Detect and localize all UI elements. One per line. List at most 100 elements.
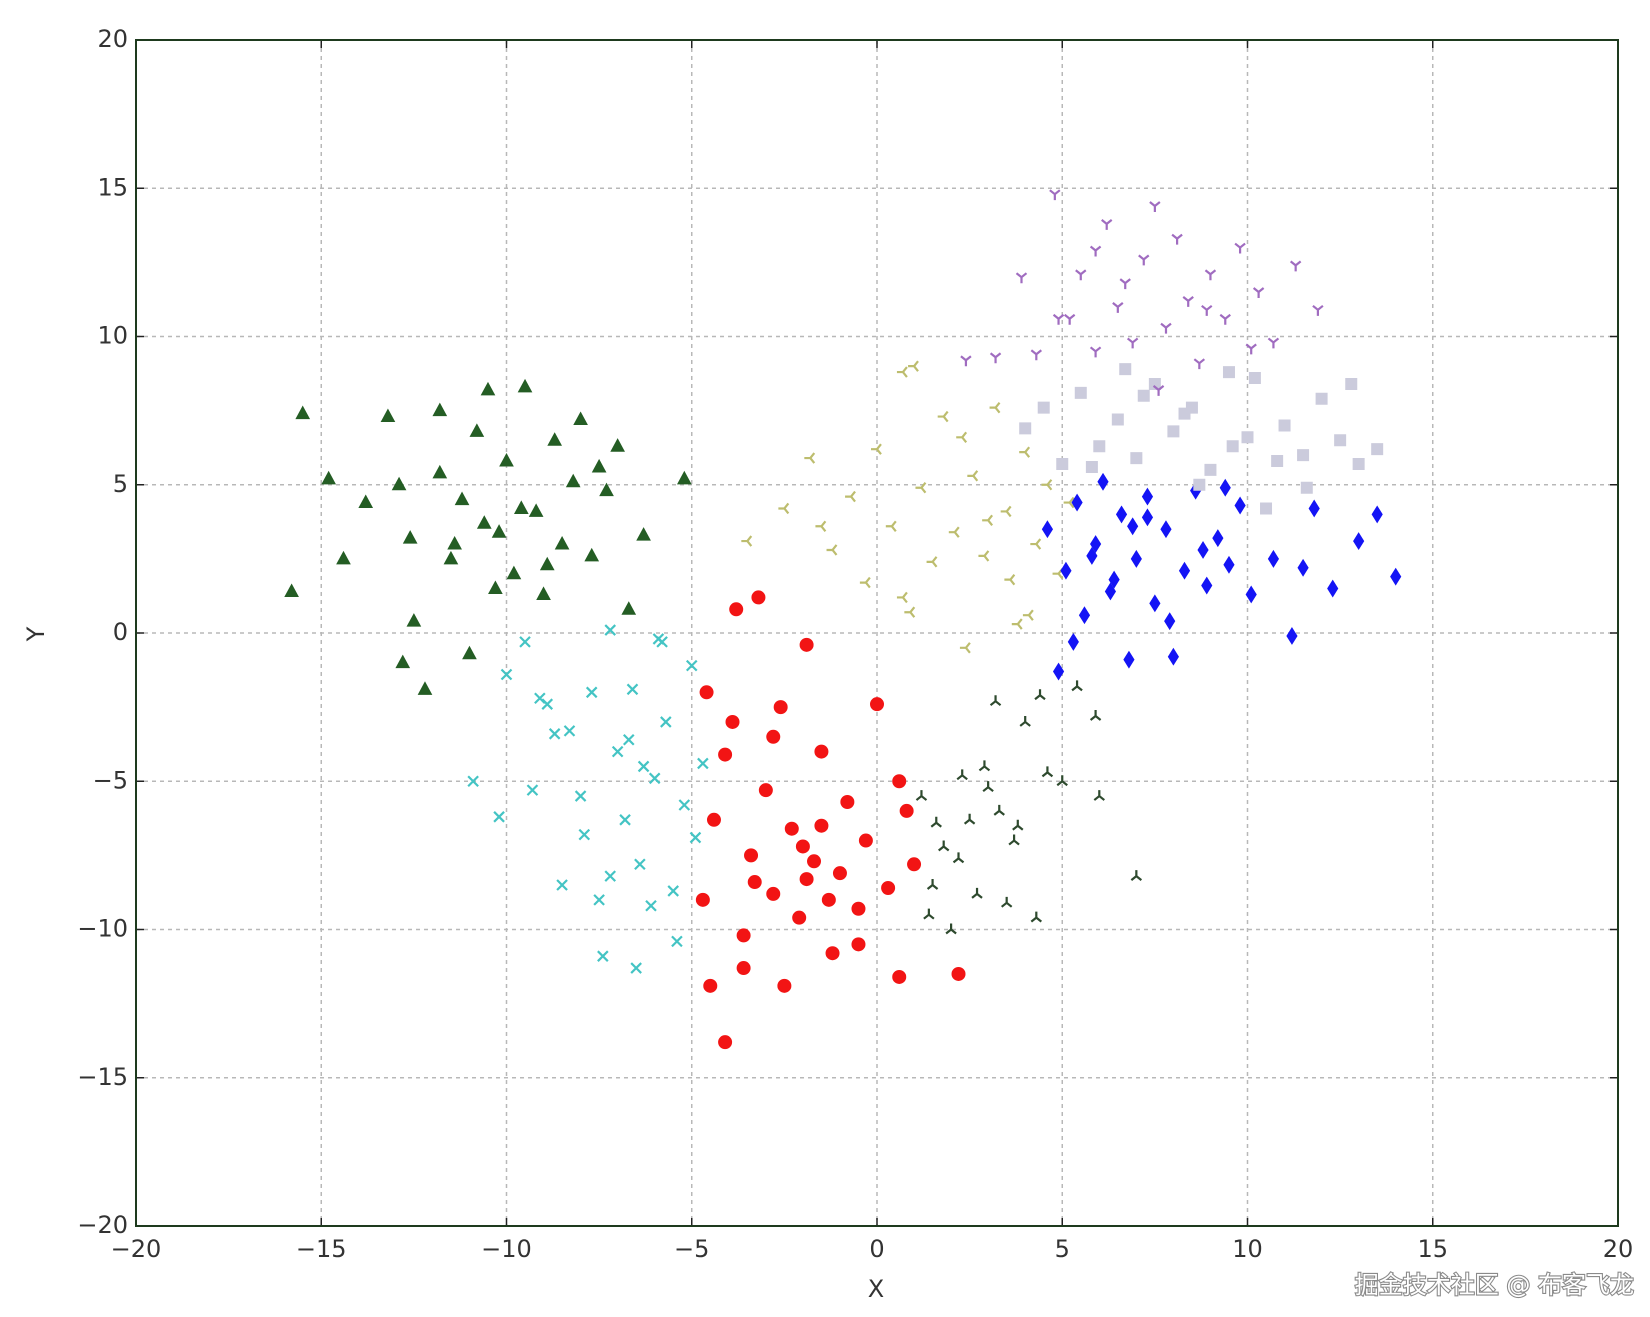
data-point xyxy=(391,476,407,491)
data-point xyxy=(1063,496,1075,509)
data-point xyxy=(937,410,949,423)
data-point xyxy=(821,892,836,907)
data-point xyxy=(336,550,351,565)
data-point xyxy=(804,452,816,464)
data-point xyxy=(1245,343,1257,355)
y-tick-label: −20 xyxy=(77,1211,128,1239)
data-point xyxy=(454,491,470,506)
data-point xyxy=(930,816,942,828)
data-point xyxy=(926,879,939,890)
watermark: 掘金技术社区 @ 布客飞龙 xyxy=(1355,1271,1634,1299)
data-point xyxy=(825,946,840,961)
data-point xyxy=(1248,372,1261,385)
data-point xyxy=(1075,269,1087,281)
data-point xyxy=(1193,358,1206,370)
data-point xyxy=(1334,434,1347,447)
data-point xyxy=(1104,582,1117,601)
data-point xyxy=(1074,386,1087,399)
data-point xyxy=(1308,499,1320,518)
data-point xyxy=(1252,287,1265,299)
data-point xyxy=(948,526,960,538)
data-point xyxy=(1063,313,1076,325)
data-point xyxy=(1234,242,1246,254)
data-point xyxy=(1371,443,1384,456)
data-point xyxy=(622,733,635,746)
data-point xyxy=(1300,481,1313,494)
data-point xyxy=(1171,233,1183,245)
data-point xyxy=(1315,392,1328,405)
data-point xyxy=(1089,346,1102,358)
data-point xyxy=(573,411,588,426)
data-point xyxy=(321,470,336,485)
data-point xyxy=(840,795,855,809)
data-point xyxy=(645,900,657,912)
data-point xyxy=(1034,689,1046,701)
data-point xyxy=(604,870,617,882)
data-point xyxy=(506,565,522,580)
data-point xyxy=(993,804,1005,816)
data-point xyxy=(815,520,827,532)
data-point xyxy=(982,514,994,527)
data-point xyxy=(778,502,790,515)
data-point xyxy=(462,645,477,660)
data-point xyxy=(656,636,668,648)
data-point xyxy=(1278,419,1291,432)
data-point xyxy=(1030,349,1042,361)
data-point xyxy=(648,772,661,785)
data-point xyxy=(637,760,650,773)
data-point xyxy=(1353,532,1365,551)
data-point xyxy=(1030,538,1042,550)
data-point xyxy=(547,432,563,446)
data-point xyxy=(528,503,544,517)
data-point xyxy=(1056,775,1068,787)
data-point xyxy=(584,547,600,562)
data-point xyxy=(736,928,751,943)
data-point xyxy=(519,636,531,648)
data-point xyxy=(845,490,856,503)
data-point xyxy=(871,443,882,455)
data-point xyxy=(467,775,479,788)
data-point xyxy=(1197,541,1209,559)
data-point xyxy=(989,695,1002,707)
data-point xyxy=(1085,460,1098,473)
data-point xyxy=(1152,385,1165,396)
data-point xyxy=(634,858,646,871)
data-point xyxy=(1271,455,1284,468)
data-point xyxy=(671,935,683,948)
data-point xyxy=(1097,472,1109,491)
data-point xyxy=(907,857,922,872)
data-point xyxy=(563,725,576,737)
data-point xyxy=(703,978,718,993)
data-point xyxy=(284,583,299,597)
data-point xyxy=(1204,463,1217,476)
data-point xyxy=(591,458,607,473)
data-point xyxy=(956,431,968,443)
data-point xyxy=(1090,535,1102,553)
data-point xyxy=(1178,561,1191,580)
data-point xyxy=(1201,304,1213,316)
data-point xyxy=(1223,555,1235,574)
plot-frame xyxy=(135,39,1619,1227)
data-point xyxy=(488,580,503,595)
data-point xyxy=(1149,201,1161,213)
data-point xyxy=(1093,440,1106,453)
data-point xyxy=(807,854,822,869)
data-point xyxy=(777,978,792,993)
data-point xyxy=(1219,478,1231,497)
data-point xyxy=(945,923,957,935)
data-point xyxy=(967,470,979,482)
data-point xyxy=(493,811,505,823)
data-point xyxy=(741,535,753,547)
data-point xyxy=(1000,505,1012,518)
data-point xyxy=(500,668,513,681)
data-point xyxy=(915,482,927,494)
data-point xyxy=(896,591,908,604)
data-point xyxy=(358,494,374,509)
data-point xyxy=(1130,870,1143,881)
data-point xyxy=(963,813,976,825)
data-point xyxy=(1008,834,1020,846)
data-point xyxy=(380,408,396,423)
data-point xyxy=(1141,508,1154,527)
data-point xyxy=(517,378,533,393)
data-point xyxy=(1371,505,1383,524)
